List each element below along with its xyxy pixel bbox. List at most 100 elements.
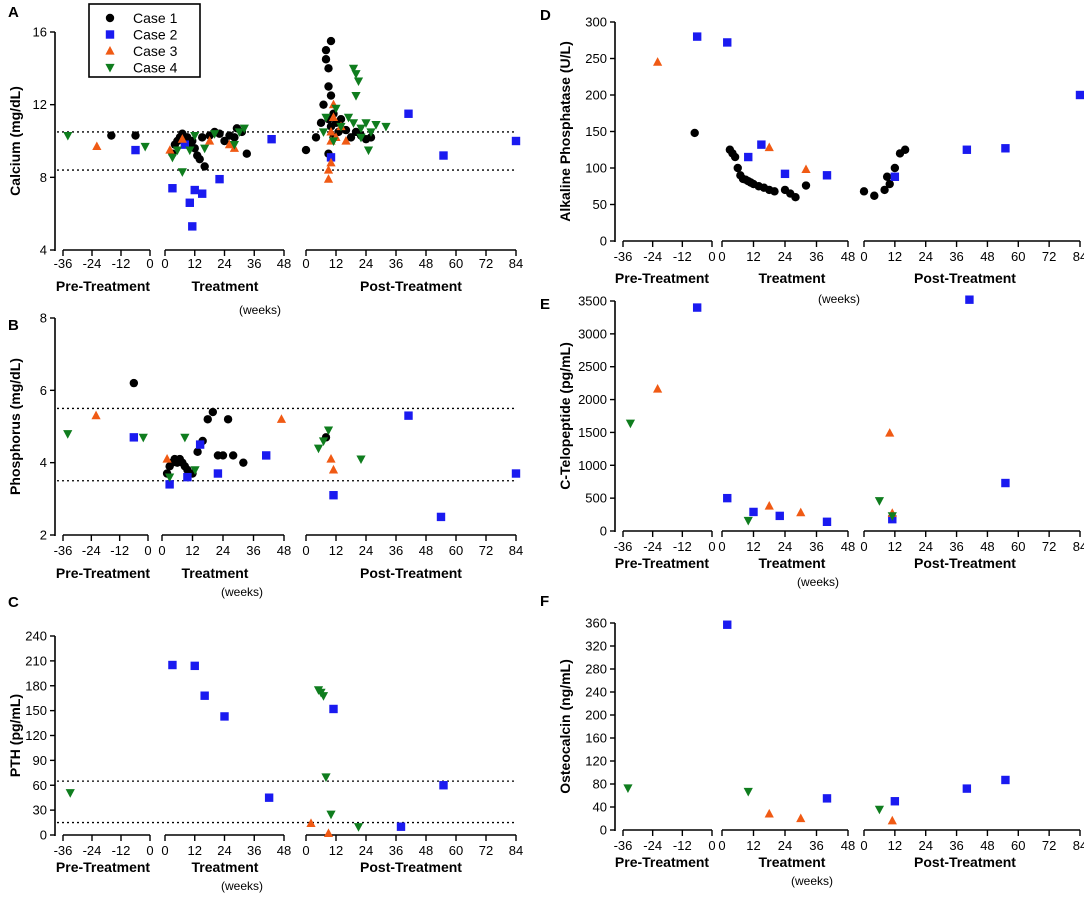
data-point <box>321 113 331 123</box>
x-tick-label: 12 <box>185 543 199 558</box>
x-tick-label: -36 <box>614 539 633 554</box>
data-point <box>328 112 339 121</box>
x-tick-label: -12 <box>673 249 692 264</box>
x-tick-label: 12 <box>329 843 343 858</box>
x-tick-label: 24 <box>918 838 932 853</box>
data-point <box>177 134 187 143</box>
data-point <box>321 773 331 782</box>
data-point <box>318 692 329 701</box>
x-tick-label: -24 <box>643 539 662 554</box>
data-point <box>690 128 699 138</box>
data-point <box>218 451 228 460</box>
y-tick-label: 200 <box>585 708 607 723</box>
data-point <box>336 122 346 132</box>
data-point <box>65 789 75 798</box>
data-point <box>224 139 235 149</box>
data-point <box>890 163 900 173</box>
y-axis-title: Alkaline Phosphatase (U/L) <box>557 41 573 221</box>
data-point <box>965 295 974 304</box>
x-tick-label: -12 <box>673 838 692 853</box>
data-point <box>764 142 774 152</box>
x-tick-label: 48 <box>980 838 994 853</box>
data-point <box>197 133 207 142</box>
x-tick-label: 72 <box>1042 249 1056 264</box>
y-tick-label: 30 <box>33 803 47 818</box>
data-point <box>185 198 194 207</box>
data-point <box>723 620 732 629</box>
x-tick-label: 48 <box>277 543 291 558</box>
x-tick-label: -36 <box>54 843 73 858</box>
y-tick-label: 240 <box>25 629 47 644</box>
data-point <box>780 169 790 179</box>
x-tick-label: 84 <box>1073 838 1084 853</box>
x-tick-label: 36 <box>389 256 403 271</box>
segment-label: Post-Treatment <box>360 278 462 294</box>
data-point <box>220 712 229 721</box>
y-tick-label: 320 <box>585 639 607 654</box>
data-point <box>92 141 102 151</box>
y-tick-label: 210 <box>25 653 47 668</box>
data-point <box>356 124 366 134</box>
data-point <box>323 828 334 837</box>
data-point <box>200 691 209 700</box>
data-point <box>162 454 172 463</box>
x-tick-label: -36 <box>54 543 73 558</box>
data-point <box>859 187 869 196</box>
y-tick-label: 360 <box>585 616 607 631</box>
x-tick-label: -36 <box>614 249 633 264</box>
x-tick-label: 48 <box>980 249 994 264</box>
data-point <box>203 415 212 424</box>
y-tick-label: 0 <box>600 234 607 249</box>
data-point <box>764 808 774 818</box>
x-tick-label: 12 <box>888 838 902 853</box>
x-tick-label: 12 <box>188 843 202 858</box>
data-point <box>348 64 359 74</box>
data-point <box>822 171 832 180</box>
y-axis-title: Osteocalcin (ng/mL) <box>557 659 573 794</box>
segment-label: Treatment <box>759 270 826 286</box>
data-point <box>183 472 192 482</box>
x-tick-label: 60 <box>449 256 463 271</box>
data-point <box>348 119 359 128</box>
x-tick-label: 0 <box>708 539 715 554</box>
data-point <box>880 185 889 195</box>
data-point <box>366 133 376 142</box>
x-tick-label: 24 <box>359 256 373 271</box>
panel-letter: E <box>540 296 550 313</box>
x-tick-label: 0 <box>302 256 309 271</box>
x-tick-label: 24 <box>778 539 792 554</box>
legend-label: Case 4 <box>133 60 178 76</box>
x-tick-label: 48 <box>419 543 433 558</box>
data-point <box>653 57 663 66</box>
segment-label: Pre-Treatment <box>615 555 709 571</box>
data-point <box>129 378 139 388</box>
x-tick-label: 36 <box>809 539 823 554</box>
x-tick-label: 0 <box>146 843 153 858</box>
data-point <box>356 133 366 143</box>
legend-label: Case 3 <box>133 43 178 59</box>
x-tick-label: -12 <box>110 543 129 558</box>
x-tick-label: 48 <box>277 256 291 271</box>
segment-label: Pre-Treatment <box>56 565 150 581</box>
y-tick-label: 500 <box>585 491 607 506</box>
data-point <box>749 507 758 517</box>
y-tick-label: 60 <box>33 778 47 793</box>
data-point <box>404 109 413 118</box>
x-tick-label: 24 <box>217 843 231 858</box>
y-axis-title: C-Telopeptide (pg/mL) <box>557 342 573 490</box>
data-point <box>63 131 73 141</box>
x-tick-label: 36 <box>809 249 823 264</box>
data-point <box>404 411 413 420</box>
data-point <box>361 119 371 128</box>
y-tick-label: 150 <box>585 124 607 139</box>
x-tick-label: 24 <box>778 838 792 853</box>
data-point <box>353 823 364 832</box>
segment-label: Post-Treatment <box>360 859 462 875</box>
x-tick-label: -12 <box>112 256 131 271</box>
data-point <box>692 32 702 41</box>
y-axis-title: PTH (pg/mL) <box>7 694 23 777</box>
y-tick-label: 0 <box>40 828 47 843</box>
y-tick-label: 4 <box>40 455 47 470</box>
